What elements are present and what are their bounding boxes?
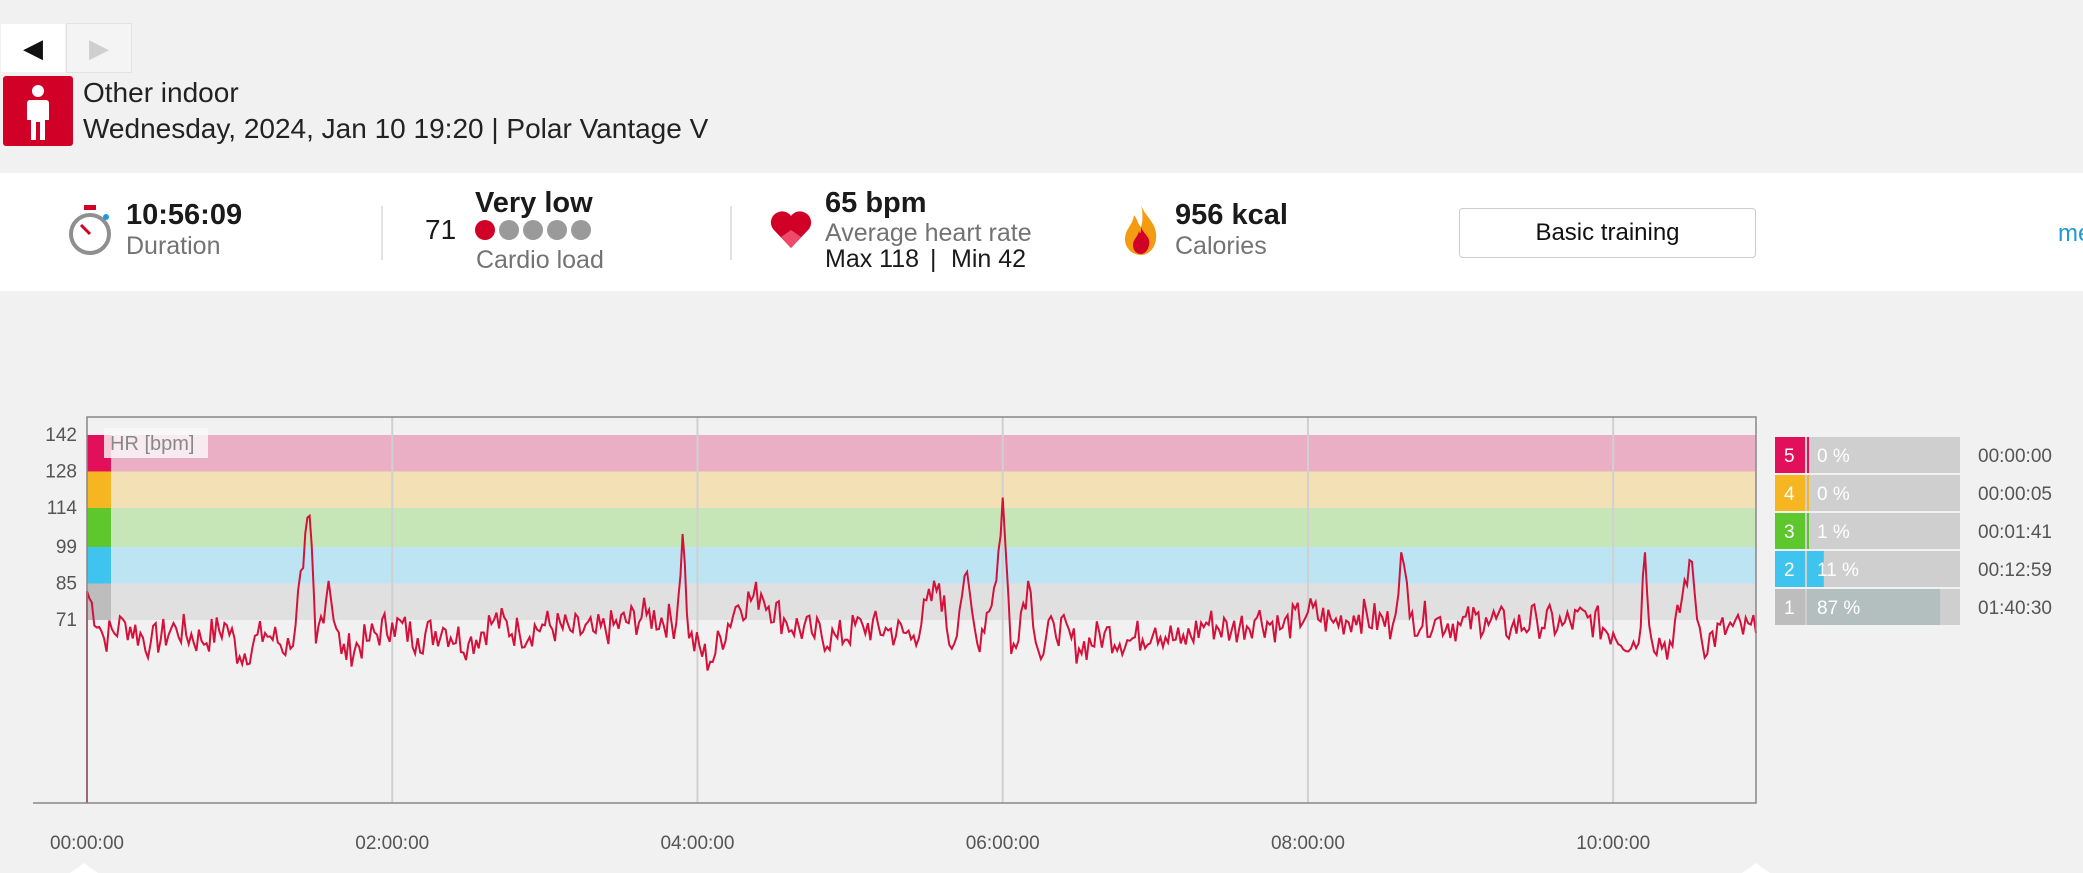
range-handle-right[interactable]: [1742, 863, 1770, 873]
y-tick-label: 85: [56, 574, 77, 595]
zone-3-swatch: [87, 507, 111, 548]
zone-3-bar-fill: [1807, 513, 1809, 549]
hr-separator: |: [930, 245, 937, 273]
zone-percent: 87 %: [1817, 598, 1860, 619]
person-icon: [3, 76, 73, 146]
y-tick-label: 128: [45, 461, 77, 482]
zone-5-bar-fill: [1807, 437, 1809, 473]
previous-button[interactable]: ◀: [0, 23, 66, 73]
more-link[interactable]: me: [2058, 220, 2083, 247]
load-dot: [523, 220, 543, 240]
zone-percent: 11 %: [1817, 560, 1859, 581]
load-dot: [571, 220, 591, 240]
zone-number: 3: [1784, 522, 1795, 543]
zone-percent: 1 %: [1817, 522, 1850, 543]
load-dot: [499, 220, 519, 240]
zone-number: 2: [1784, 560, 1795, 581]
summary-band: [0, 173, 2083, 291]
calories-label: Calories: [1175, 232, 1267, 260]
x-tick-label: 10:00:00: [1576, 833, 1650, 854]
zone-2-band: [87, 547, 1756, 584]
zone-percent: 0 %: [1817, 446, 1850, 467]
load-dot: [547, 220, 567, 240]
arrow-left-icon: ◀: [23, 32, 43, 63]
session-datetime-device: Wednesday, 2024, Jan 10 19:20 | Polar Va…: [83, 113, 709, 144]
x-tick-label: 08:00:00: [1271, 833, 1345, 854]
training-benefit-button[interactable]: Basic training: [1459, 208, 1756, 258]
arrow-right-icon: ▶: [89, 32, 109, 63]
heart-icon: [769, 208, 813, 255]
average-heart-rate-label: Average heart rate: [825, 219, 1032, 247]
stopwatch-icon: [66, 205, 114, 262]
zone-4-band: [87, 471, 1756, 508]
flame-icon: [1121, 203, 1161, 262]
zone-1-bar-fill: [1807, 589, 1941, 625]
divider: [730, 206, 732, 260]
series-label: HR [bpm]: [110, 433, 194, 455]
zone-time: 00:12:59: [1978, 560, 2052, 581]
x-tick-label: 06:00:00: [966, 833, 1040, 854]
cardio-load-value: 71: [425, 214, 457, 245]
max-heart-rate: Max 118: [825, 245, 920, 273]
y-tick-label: 99: [56, 537, 77, 558]
zone-time: 00:01:41: [1978, 522, 2052, 543]
cardio-load-level: Very low: [475, 187, 593, 219]
zone-2-bar-fill: [1807, 551, 1824, 587]
zone-3-badge: [1775, 513, 1805, 549]
cardio-load-label: Cardio load: [476, 246, 604, 274]
zone-2-swatch: [87, 547, 111, 584]
zone-4-bar-fill: [1807, 475, 1809, 511]
range-handle-left[interactable]: [70, 863, 98, 873]
next-button[interactable]: ▶: [66, 23, 132, 73]
zone-2-badge: [1775, 551, 1805, 587]
cardio-load-dots: [475, 220, 595, 245]
zone-number: 1: [1784, 598, 1795, 619]
plot-frame: [86, 416, 1757, 804]
series-label-box: [104, 428, 208, 458]
zone-3-band: [87, 507, 1756, 548]
zone-1-badge: [1775, 589, 1805, 625]
zone-5-badge: [1775, 437, 1805, 473]
hr-series-line: [86, 497, 1757, 803]
zone-time: 00:00:00: [1978, 446, 2052, 467]
zone-percent: 0 %: [1817, 484, 1850, 505]
y-tick-label: 71: [56, 610, 77, 631]
sport-name: Other indoor: [83, 77, 239, 108]
average-heart-rate-value: 65 bpm: [825, 187, 927, 219]
zone-number: 4: [1784, 484, 1795, 505]
zone-4-swatch: [87, 471, 111, 508]
zone-5-band: [87, 435, 1756, 472]
duration-value: 10:56:09: [126, 199, 243, 231]
zone-number: 5: [1784, 446, 1795, 467]
x-tick-label: 02:00:00: [355, 833, 429, 854]
zone-time: 00:00:05: [1978, 484, 2052, 505]
min-heart-rate: Min 42: [951, 245, 1027, 273]
zone-4-badge: [1775, 475, 1805, 511]
zone-4-bar-bg: [1775, 475, 1960, 511]
duration-label: Duration: [126, 232, 221, 260]
zone-2-bar-bg: [1775, 551, 1960, 587]
x-tick-label: 00:00:00: [50, 833, 124, 854]
y-tick-label: 114: [47, 498, 78, 519]
y-tick-label: 142: [45, 425, 77, 446]
x-tick-label: 04:00:00: [660, 833, 734, 854]
zone-5-bar-bg: [1775, 437, 1960, 473]
calories-value: 956 kcal: [1175, 199, 1288, 231]
divider: [381, 206, 383, 260]
load-dot: [475, 220, 495, 240]
zone-3-bar-bg: [1775, 513, 1960, 549]
zone-time: 01:40:30: [1978, 598, 2052, 619]
